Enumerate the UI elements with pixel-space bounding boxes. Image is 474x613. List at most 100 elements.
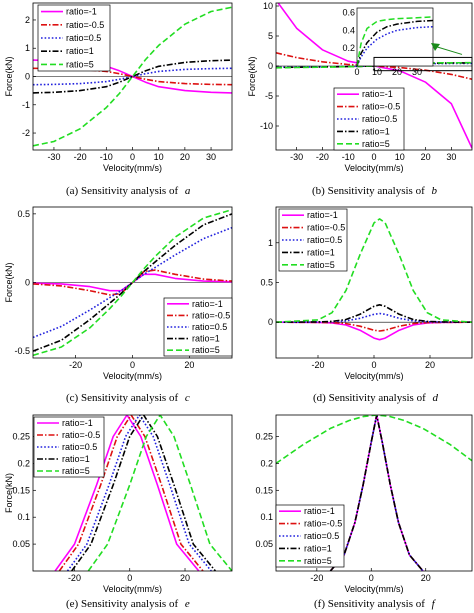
y-tick-label: -2 [22, 128, 30, 138]
legend-entry: ratio=-1 [307, 210, 338, 220]
x-tick-label: -20 [69, 360, 82, 370]
x-tick-label: -20 [74, 152, 87, 162]
legend-entry: ratio=-1 [192, 299, 223, 309]
chart-panel-d: -20 0 2000.51Velocity(mm/s)ratio=-1ratio=-… [260, 206, 473, 404]
legend-entry: ratio=5 [304, 556, 332, 566]
y-tick-label: 0.1 [260, 512, 273, 522]
inset-y-tick-label: 0.4 [342, 25, 355, 35]
x-tick-label: 0 [371, 152, 376, 162]
legend-entry: ratio=-0.5 [66, 20, 104, 30]
inset-frame [356, 7, 434, 67]
caption-variable: e [185, 598, 190, 610]
zoom-arrow-line [433, 45, 463, 55]
caption-variable: f [432, 598, 437, 610]
y-tick-label: -5 [265, 91, 273, 101]
y-tick-label: 5 [268, 31, 273, 41]
inset-x-tick-label: 20 [392, 67, 402, 77]
panel-caption-c: (c) Sensitivity analysis of c [66, 392, 190, 404]
x-tick-label: 0 [130, 152, 135, 162]
legend-entry: ratio=1 [307, 247, 335, 257]
series-line-c-ratio5 [33, 208, 232, 357]
panel-caption-e: (e) Sensitivity analysis of e [66, 598, 190, 610]
x-tick-label: -30 [290, 152, 303, 162]
panel-caption-f: (f) Sensitivity analysis of f [314, 598, 437, 610]
inset-x-tick-label: 30 [412, 67, 422, 77]
x-tick-label: -10 [342, 152, 355, 162]
legend-entry: ratio=-1 [66, 7, 97, 17]
series-group-f [276, 415, 472, 571]
series-line-b-inset-ratio0p5 [356, 25, 434, 67]
series-line-e-ratio5 [87, 415, 232, 571]
panel-caption-a: (a) Sensitivity analysis of a [66, 185, 191, 197]
legend-entry: ratio=0.5 [307, 235, 342, 245]
x-tick-label: 20 [180, 152, 190, 162]
legend-b: ratio=-1 ratio=-0.5 ratio=0.5 ratio=1 ratio=… [333, 87, 405, 151]
x-tick-label: -20 [311, 360, 324, 370]
chart-panel-c: -20 0 20 -0.5 0 0.5 Velocity(mm/s) Force(kN) rat… [4, 206, 233, 404]
y-tick-label: 0.5 [260, 278, 273, 288]
y-tick-label: 0.15 [12, 485, 30, 495]
legend-entry: ratio=0.5 [66, 33, 101, 43]
legend-e: ratio=-1 ratio=-0.5 ratio=0.5 ratio=1 ratio=… [33, 416, 105, 478]
legend-entry: ratio=0.5 [192, 322, 227, 332]
y-tick-label: 0.2 [17, 458, 30, 468]
legend-entry: ratio=5 [307, 260, 335, 270]
legend-f: ratio=-1 ratio=-0.5 ratio=0.5 ratio=1 ratio=… [275, 504, 345, 568]
x-axis-label: Velocity(mm/s) [344, 371, 403, 381]
y-tick-label: 0.05 [12, 539, 30, 549]
series-line-d-ratiom0p5 [276, 321, 472, 332]
series-line-d-ratio0p5 [276, 312, 472, 324]
panel-caption-b: (b) Sensitivity analysis of b [312, 185, 438, 197]
y-axis-label: Force(kN) [4, 262, 14, 302]
legend-entry: ratio=-1 [304, 506, 335, 516]
series-line-b-inset-ratio5 [356, 16, 434, 67]
plot-frame-e [32, 414, 233, 572]
x-axis-label: Velocity(mm/s) [344, 163, 403, 173]
legend-a: ratio=-1 ratio=-0.5 ratio=0.5 ratio=1 ratio=… [37, 4, 111, 72]
chart-panel-a: -30 -20 -10 0 10 20 30-2-1012Velocity(mm/s)For… [4, 2, 233, 197]
inset-y-tick-label: 0.2 [342, 43, 355, 53]
x-tick-label: -10 [100, 152, 113, 162]
zoom-region-box [373, 56, 473, 72]
x-tick-label: 20 [421, 152, 431, 162]
x-tick-label: -30 [47, 152, 60, 162]
series-line-e-ratio0p5 [66, 415, 212, 571]
inset-x-tick-label: 0 [354, 67, 359, 77]
series-line-d-ratio5 [276, 218, 472, 323]
x-tick-label: 10 [154, 152, 164, 162]
chart-panel-f: -20 0 20 0.05 0.1 0.15 0.2 0.25 Velocity(mm/s) ra… [255, 414, 473, 610]
y-tick-label: 0.2 [260, 458, 273, 468]
x-tick-label: 0 [130, 360, 135, 370]
y-tick-label: 0.1 [17, 512, 30, 522]
caption-variable: b [432, 185, 438, 197]
legend-box [37, 4, 111, 72]
y-tick-label: -0.5 [14, 346, 30, 356]
legend-entry: ratio=5 [66, 59, 94, 69]
legend-entry: ratio=-0.5 [307, 223, 345, 233]
y-axis-label: Force(kN) [247, 56, 257, 96]
series-line-a-ratio1 [33, 59, 232, 94]
legend-d: ratio=-1 ratio=-0.5 ratio=0.5 ratio=1 ratio=… [278, 208, 348, 272]
x-axis-label: Velocity(mm/s) [344, 584, 403, 594]
zoom-arrow-head [431, 43, 440, 51]
legend-entry: ratio=1 [304, 543, 332, 553]
legend-entry: ratio=1 [66, 46, 94, 56]
series-line-d-ratiom1 [276, 321, 472, 341]
x-tick-label: -20 [316, 152, 329, 162]
inset-y-tick-label: 0.6 [342, 7, 355, 17]
x-tick-label: -20 [310, 573, 323, 583]
y-tick-label: 0.5 [17, 209, 30, 219]
x-tick-label: 20 [425, 360, 435, 370]
inset-plot-b: 0 10 20 30 0.2 0.4 0.6 [342, 7, 434, 77]
legend-entry: ratio=-0.5 [192, 310, 230, 320]
legend-entry: ratio=-0.5 [62, 430, 100, 440]
series-group-c [33, 208, 232, 357]
x-tick-label: 30 [446, 152, 456, 162]
y-tick-label: 1 [25, 43, 30, 53]
y-tick-label: 2 [25, 15, 30, 25]
x-tick-label: -20 [68, 573, 81, 583]
legend-entry: ratio=0.5 [362, 114, 397, 124]
plot-frame-f [275, 414, 473, 572]
